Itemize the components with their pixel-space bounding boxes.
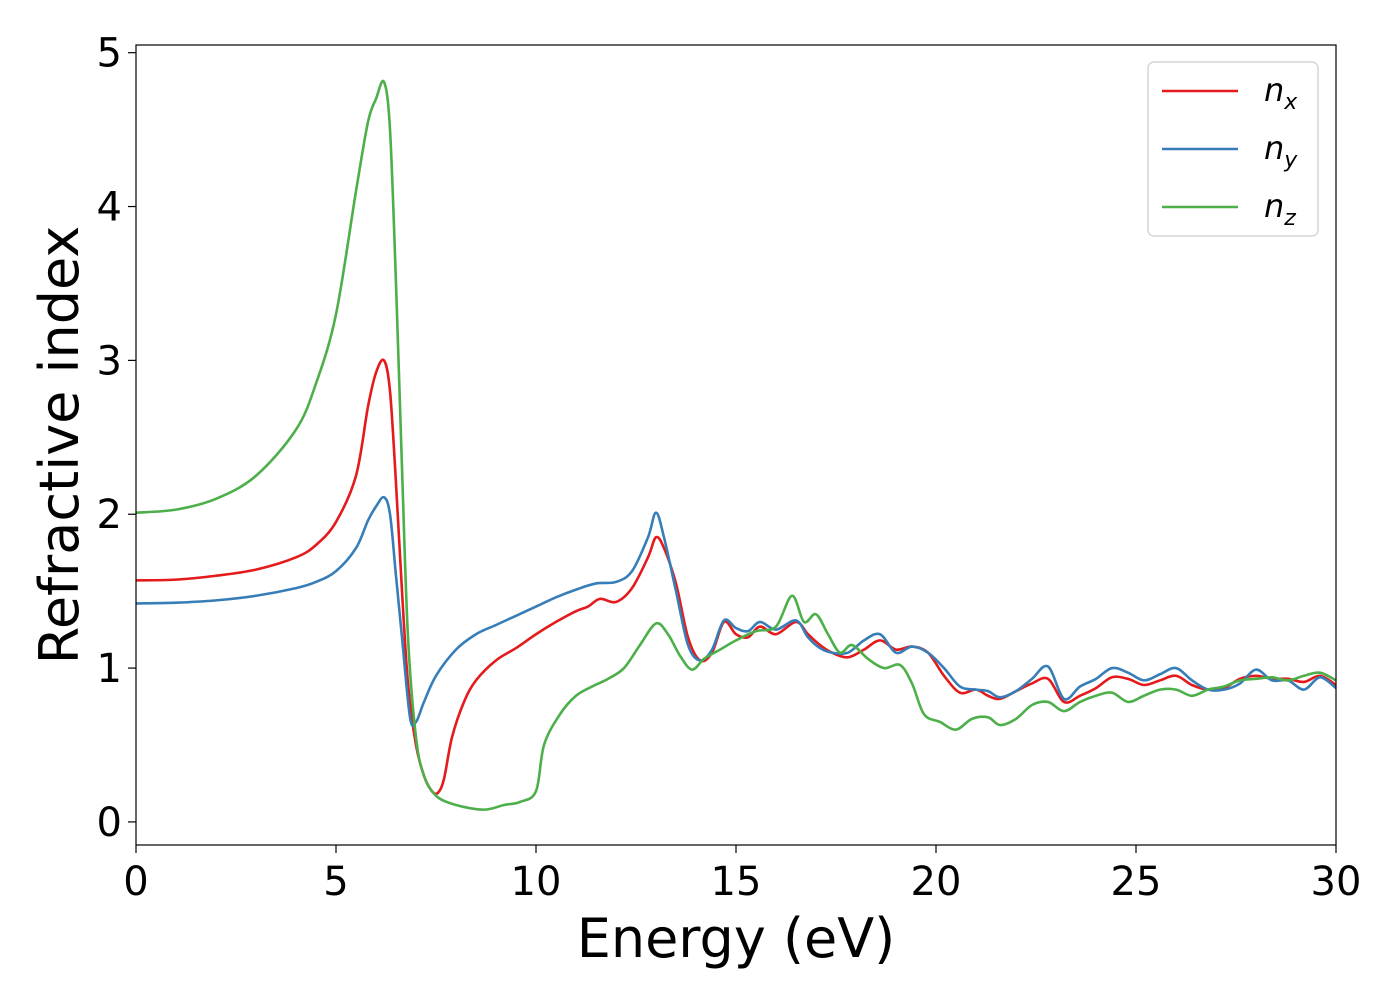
x-axis: 0 5 10 15 20 25 30 [123,845,1361,905]
x-axis-title: Energy (eV) [577,907,896,970]
y-tick-label: 2 [97,492,122,538]
y-tick-label: 5 [97,31,122,77]
y-axis: 0 1 2 3 4 5 [97,31,136,846]
legend: nx ny nz [1147,61,1319,237]
x-tick-label: 30 [1311,859,1362,905]
series-layer [136,79,1336,811]
x-tick-label: 5 [323,859,348,905]
y-tick-label: 4 [97,185,122,231]
legend-label-nz: nz [1264,187,1296,231]
series-line-ny [136,495,1336,728]
legend-label-ny: ny [1264,129,1298,173]
y-tick-label: 3 [97,338,122,384]
series-line-nx [136,358,1336,796]
y-tick-label: 1 [97,646,122,692]
x-tick-label: 15 [711,859,762,905]
x-tick-label: 0 [123,859,148,905]
y-tick-label: 0 [97,800,122,846]
x-tick-label: 20 [911,859,962,905]
x-tick-label: 25 [1111,859,1162,905]
y-axis-title: Refractive index [28,226,91,665]
legend-label-nx: nx [1264,71,1298,115]
x-tick-label: 10 [511,859,562,905]
series-line-nz [136,79,1336,811]
